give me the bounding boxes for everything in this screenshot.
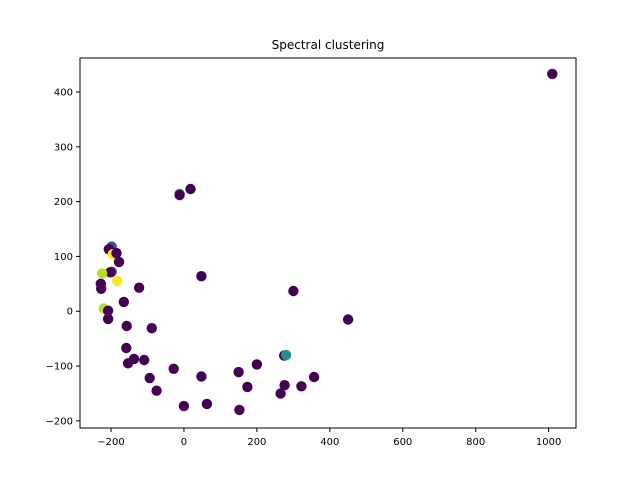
y-tick-label: 200 (54, 197, 73, 208)
y-tick-label: 0 (67, 307, 73, 318)
scatter-point (279, 380, 290, 391)
scatter-point (144, 372, 155, 384)
scatter-point (133, 282, 145, 293)
scatter-point (139, 354, 150, 366)
scatter-point (151, 385, 162, 396)
scatter-point (547, 68, 558, 80)
x-tick-label: 800 (466, 437, 485, 448)
scatter-point (308, 371, 320, 383)
chart-title: Spectral clustering (272, 38, 385, 52)
scatter-point (121, 320, 132, 332)
scatter-point (178, 400, 190, 412)
scatter-point (118, 296, 129, 308)
scatter-point (280, 349, 292, 361)
scatter-point (97, 268, 108, 279)
y-tick-label: 400 (54, 87, 73, 98)
scatter-point (201, 398, 213, 410)
y-tick-label: −100 (46, 362, 73, 373)
scatter-point (242, 381, 253, 393)
scatter-point (296, 381, 307, 392)
axes-frame (79, 57, 577, 429)
scatter-point (113, 256, 125, 268)
scatter-point (112, 275, 123, 287)
scatter-point (234, 404, 245, 416)
x-tick-label: 1000 (536, 437, 561, 448)
scatter-point (288, 285, 299, 297)
scatter-point (196, 271, 207, 282)
scatter-point (233, 366, 244, 378)
scatter-point (146, 323, 157, 334)
scatter-point (275, 388, 286, 399)
scatter-point (174, 189, 185, 201)
y-tick-label: 300 (54, 142, 73, 153)
scatter-point (185, 183, 196, 195)
y-tick-label: −200 (46, 416, 73, 427)
x-tick-label: 200 (247, 437, 266, 448)
x-tick-label: 0 (181, 437, 187, 448)
scatter-point (342, 314, 354, 325)
scatter-point (102, 305, 114, 316)
scatter-point (102, 313, 114, 325)
y-axis: −200 −100 0 100 200 300 400 (46, 87, 80, 427)
x-tick-label: 400 (320, 437, 339, 448)
scatter-point (251, 359, 263, 370)
scatter-point (111, 247, 122, 259)
scatter-point (196, 371, 207, 382)
x-tick-label: 600 (393, 437, 412, 448)
scatter-point (122, 358, 134, 369)
scatter-point (96, 283, 107, 294)
x-axis: −200 0 200 400 600 800 1000 (97, 428, 561, 448)
plot-area (95, 68, 558, 416)
y-tick-label: 100 (54, 252, 73, 263)
scatter-point (168, 363, 179, 374)
x-tick-label: −200 (97, 437, 124, 448)
scatter-point (121, 342, 132, 354)
scatter-point (105, 267, 116, 278)
